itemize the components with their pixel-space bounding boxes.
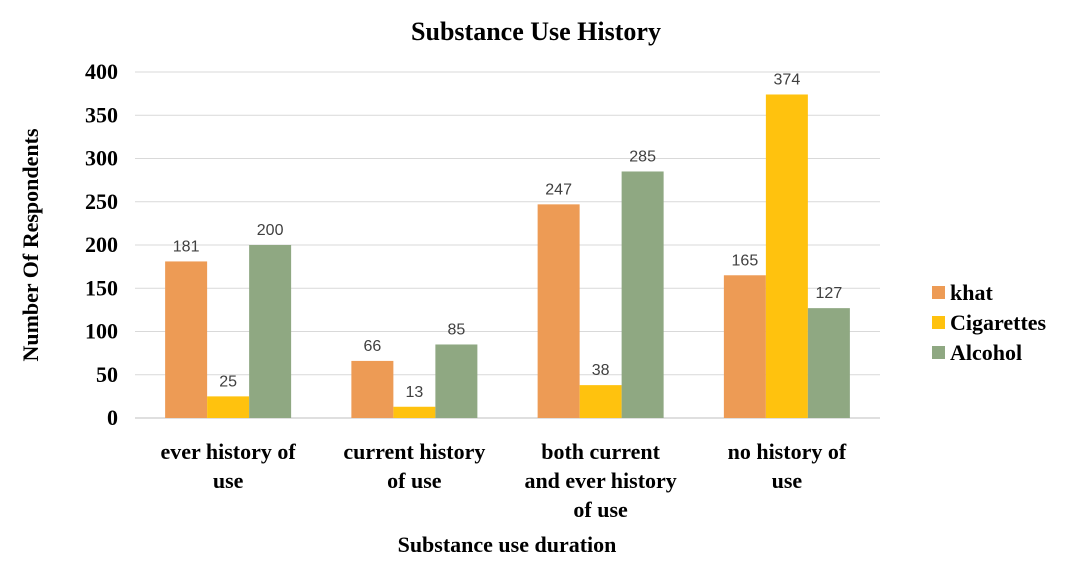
legend-label-khat: khat [950, 280, 993, 305]
bar-cigarettes [765, 94, 808, 419]
data-label: 181 [173, 238, 200, 255]
y-tick-label: 350 [85, 102, 118, 127]
x-axis-ticks: ever history of use current history of use b… [161, 439, 847, 522]
data-label: 165 [732, 252, 759, 269]
legend-swatch-alcohol [932, 346, 945, 359]
data-label: 200 [257, 222, 284, 239]
data-label: 247 [545, 181, 572, 198]
x-axis-title: Substance use duration [398, 532, 617, 557]
bars [165, 94, 850, 419]
data-labels: 181 25 200 66 13 85 247 38 285 165 374 127 [173, 71, 843, 400]
y-tick-label: 150 [85, 275, 118, 300]
y-tick-label: 0 [107, 405, 118, 430]
bar-alcohol [807, 308, 850, 418]
data-label: 66 [363, 338, 381, 355]
x-tick-label: ever history of use [161, 439, 297, 493]
data-label: 127 [816, 285, 843, 302]
legend-label-alcohol: Alcohol [950, 340, 1022, 365]
bar-alcohol [249, 245, 292, 418]
bar-alcohol [435, 344, 478, 418]
x-tick-label: current history of use [343, 439, 485, 493]
bar-khat [165, 261, 208, 418]
data-label: 374 [774, 71, 801, 88]
y-tick-label: 200 [85, 232, 118, 257]
bar-cigarettes [579, 385, 622, 418]
legend-label-cigarettes: Cigarettes [950, 310, 1047, 335]
y-tick-label: 400 [85, 59, 118, 84]
legend-swatch-khat [932, 286, 945, 299]
y-tick-label: 250 [85, 189, 118, 214]
y-axis-ticks: 0 50 100 150 200 250 300 350 400 [85, 59, 118, 430]
bar-cigarettes [393, 406, 436, 418]
y-tick-label: 50 [96, 362, 118, 387]
bar-khat [723, 275, 766, 418]
x-tick-label: both current and ever history of use [524, 439, 676, 522]
data-label: 38 [592, 362, 610, 379]
y-axis-title: Number Of Respondents [18, 128, 43, 362]
y-tick-label: 100 [85, 319, 118, 344]
x-tick-label: no history of use [728, 439, 847, 493]
data-label: 25 [219, 373, 237, 390]
bar-alcohol [621, 171, 664, 418]
data-label: 13 [405, 384, 423, 401]
bar-cigarettes [207, 396, 250, 418]
data-label: 85 [447, 321, 465, 338]
bar-khat [537, 204, 580, 418]
bar-khat [351, 360, 394, 418]
legend-swatch-cigarettes [932, 316, 945, 329]
data-label: 285 [629, 148, 656, 165]
y-tick-label: 300 [85, 146, 118, 171]
chart-title: Substance Use History [411, 17, 661, 46]
legend: khat Cigarettes Alcohol [932, 280, 1047, 365]
